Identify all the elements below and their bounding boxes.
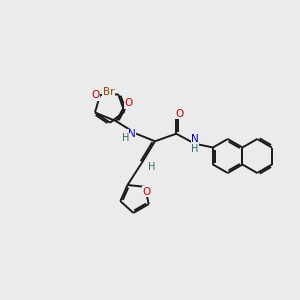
Text: O: O [142, 187, 150, 197]
Text: O: O [92, 90, 100, 100]
Text: H: H [148, 162, 155, 172]
Text: O: O [124, 98, 133, 108]
Text: Br: Br [103, 87, 115, 97]
Text: N: N [128, 129, 136, 139]
Text: N: N [191, 134, 199, 144]
Text: O: O [176, 109, 184, 119]
Text: H: H [191, 144, 199, 154]
Text: H: H [122, 133, 129, 143]
